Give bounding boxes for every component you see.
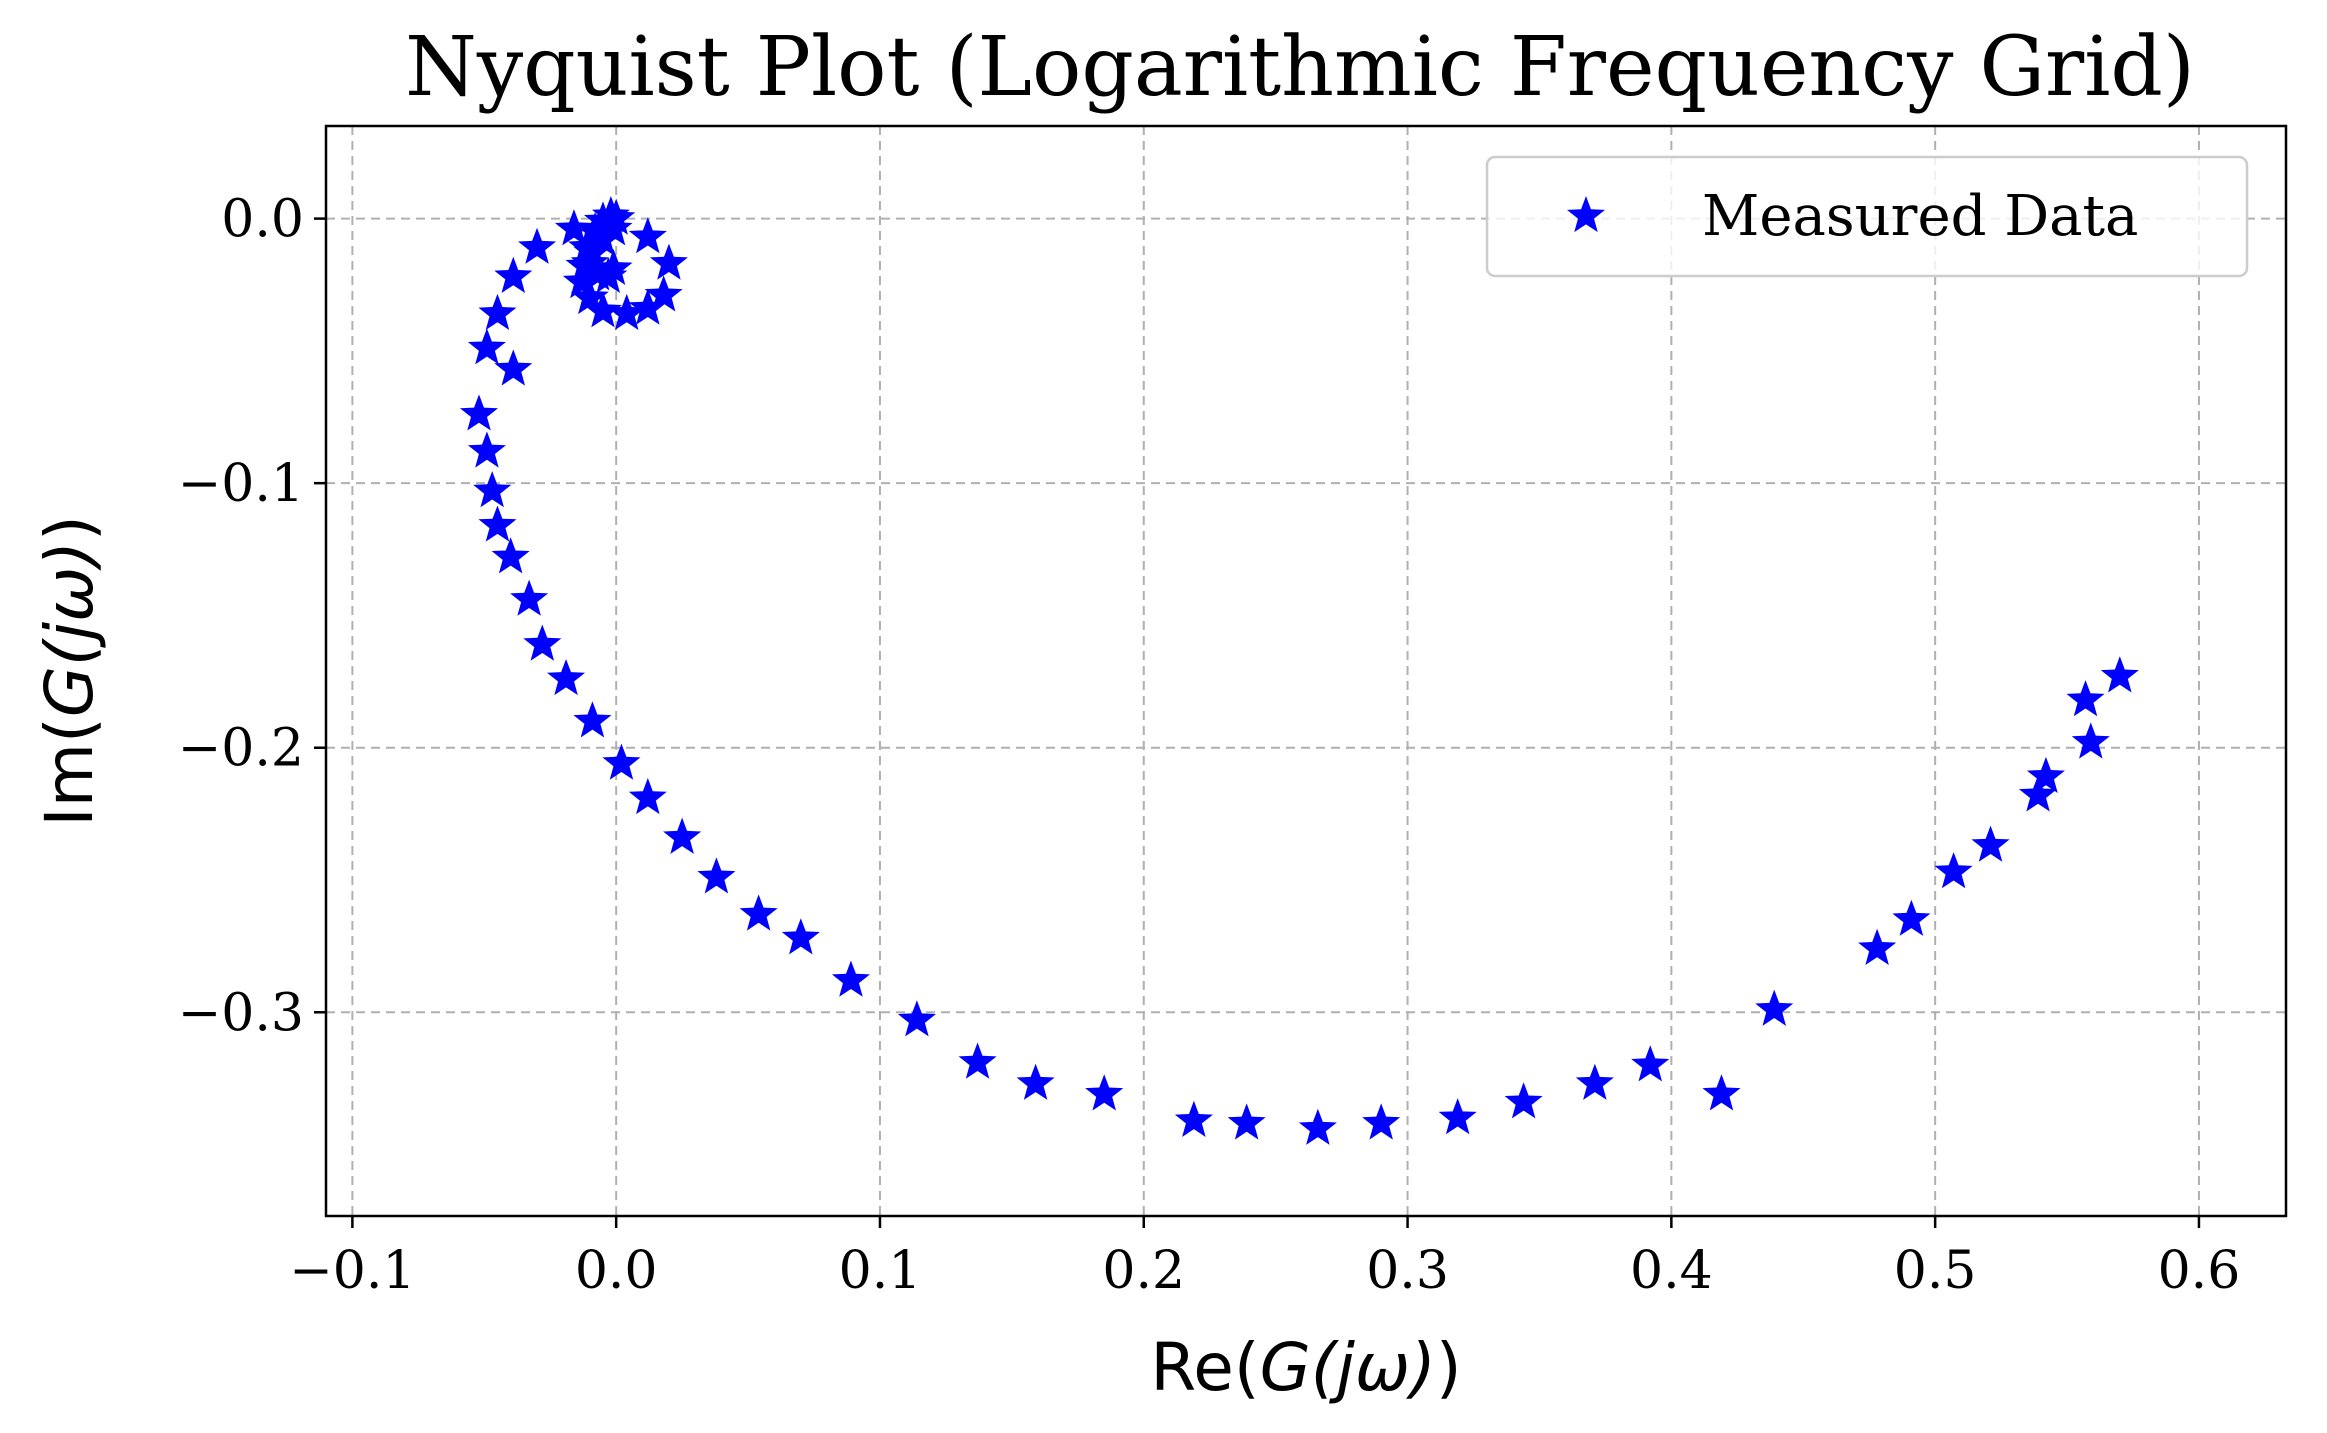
data-point-star xyxy=(494,349,533,386)
grid-lines xyxy=(326,126,2286,1216)
data-point-star xyxy=(1227,1103,1266,1140)
data-point-star xyxy=(697,857,736,894)
data-point-star xyxy=(1174,1100,1213,1137)
data-point-star xyxy=(583,201,623,238)
data-point-star xyxy=(1934,852,1973,889)
data-point-star xyxy=(478,505,517,542)
y-tick-label: −0.2 xyxy=(178,719,304,779)
x-tick-label: −0.1 xyxy=(289,1241,415,1301)
legend: Measured Data xyxy=(1485,155,2249,278)
data-point-star xyxy=(831,960,870,997)
data-point-star xyxy=(649,243,688,280)
data-point-star xyxy=(1504,1082,1543,1119)
data-point-star xyxy=(467,328,506,365)
x-axis-label: Re(G(jω)) xyxy=(1150,1329,1461,1406)
data-point-star xyxy=(628,288,667,325)
data-point-star xyxy=(594,248,633,286)
data-point-star xyxy=(607,293,646,331)
data-point-star xyxy=(1702,1074,1741,1111)
data-point-star xyxy=(644,275,683,312)
data-point-star xyxy=(1438,1098,1477,1135)
data-point-star xyxy=(473,471,512,508)
y-axis-label: Im(G(jω)) xyxy=(31,515,108,827)
data-point-star xyxy=(510,579,549,616)
data-point-star xyxy=(897,1000,936,1037)
data-point-star xyxy=(570,277,609,315)
y-tick-label: 0.0 xyxy=(221,190,304,250)
data-point-star xyxy=(523,624,562,661)
data-point-star xyxy=(1085,1074,1124,1111)
x-tick-label: 0.1 xyxy=(839,1241,922,1301)
x-tick-label: 0.5 xyxy=(1894,1241,1977,1301)
x-tick-label: 0.6 xyxy=(2158,1241,2241,1301)
legend-box xyxy=(1485,155,2249,278)
data-markers xyxy=(459,195,2139,1145)
data-point-star xyxy=(1858,928,1897,965)
x-axis-ticks: −0.1 0.0 0.1 0.2 0.3 0.4 0.5 0.6 xyxy=(289,1216,2240,1301)
y-tick-label: −0.3 xyxy=(178,983,304,1043)
data-point-star xyxy=(663,817,702,854)
x-tick-label: 0.3 xyxy=(1366,1241,1449,1301)
data-point-star xyxy=(1631,1045,1670,1082)
data-point-star xyxy=(1298,1108,1337,1145)
data-point-star xyxy=(2026,756,2065,794)
data-point-star xyxy=(602,743,641,780)
y-tick-label: −0.1 xyxy=(178,454,304,514)
data-point-star xyxy=(1575,1063,1614,1100)
data-point-star xyxy=(958,1042,997,1079)
data-point-star xyxy=(2066,680,2105,717)
data-point-star xyxy=(518,227,557,264)
data-point-star xyxy=(1016,1063,1055,1100)
data-point-star xyxy=(2019,775,2058,812)
data-point-star xyxy=(781,918,820,955)
y-axis-ticks: 0.0 −0.1 −0.2 −0.3 xyxy=(178,190,326,1043)
data-point-star xyxy=(547,658,586,696)
x-tick-label: 0.4 xyxy=(1630,1241,1713,1301)
x-tick-label: 0.0 xyxy=(575,1241,658,1301)
data-point-star xyxy=(478,293,517,331)
data-point-star xyxy=(570,243,609,280)
data-point-star xyxy=(576,211,615,249)
plot-frame xyxy=(324,124,2288,1218)
data-point-star xyxy=(628,777,667,815)
data-point-star xyxy=(1892,899,1931,936)
data-point-star xyxy=(459,394,499,431)
data-point-star xyxy=(739,894,778,931)
data-point-star xyxy=(591,195,630,233)
legend-star-marker xyxy=(1566,196,1606,233)
data-point-star xyxy=(467,431,506,468)
data-point-star xyxy=(568,227,607,264)
chart-title: Nyquist Plot (Logarithmic Frequency Grid… xyxy=(405,20,2195,115)
data-point-star xyxy=(494,256,533,293)
x-tick-label: 0.2 xyxy=(1102,1241,1185,1301)
data-point-star xyxy=(491,537,530,574)
data-point-star xyxy=(562,262,601,299)
legend-label: Measured Data xyxy=(1702,184,2138,249)
legend-star-icon xyxy=(1566,196,1606,233)
data-point-star xyxy=(583,291,623,328)
data-point-star xyxy=(628,217,667,254)
data-point-star xyxy=(1362,1103,1401,1140)
data-point-star xyxy=(1971,825,2010,862)
data-point-star xyxy=(1755,989,1794,1026)
data-point-star xyxy=(573,701,612,738)
data-point-star xyxy=(2071,722,2110,759)
data-point-star xyxy=(2100,656,2139,693)
data-point-star xyxy=(554,209,593,246)
